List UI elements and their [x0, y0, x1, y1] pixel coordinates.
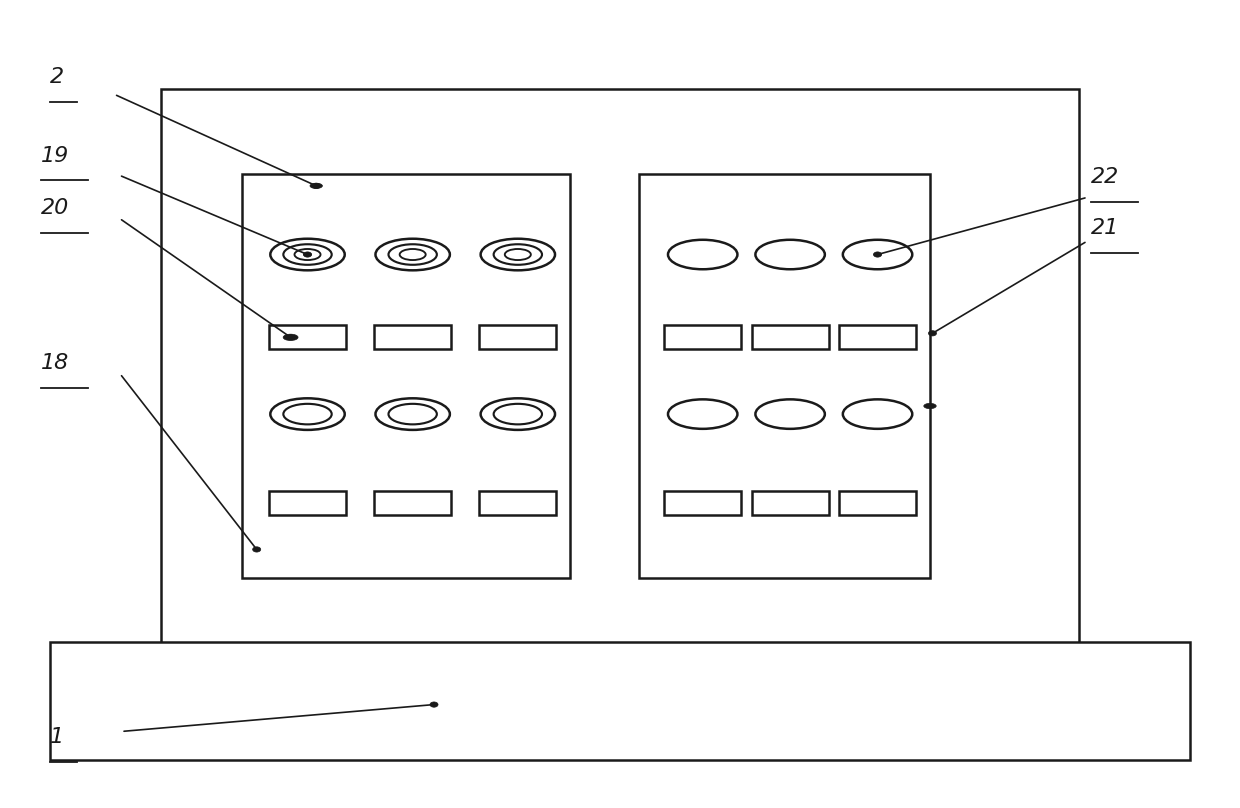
Ellipse shape	[270, 398, 345, 430]
Circle shape	[304, 252, 311, 257]
Ellipse shape	[295, 249, 320, 260]
Text: 21: 21	[1091, 218, 1120, 238]
Ellipse shape	[481, 238, 556, 271]
Ellipse shape	[843, 240, 913, 269]
Ellipse shape	[304, 253, 311, 256]
Ellipse shape	[376, 398, 450, 430]
Ellipse shape	[399, 249, 425, 260]
Bar	[839, 491, 916, 516]
Ellipse shape	[843, 399, 913, 429]
Circle shape	[873, 252, 882, 257]
Ellipse shape	[283, 404, 332, 424]
Ellipse shape	[505, 249, 531, 260]
Ellipse shape	[388, 404, 436, 424]
Ellipse shape	[283, 335, 298, 340]
Bar	[242, 174, 570, 578]
Text: 20: 20	[41, 198, 69, 218]
Bar	[639, 174, 930, 578]
Ellipse shape	[668, 399, 738, 429]
Ellipse shape	[755, 399, 825, 429]
Ellipse shape	[376, 238, 450, 271]
Circle shape	[430, 702, 438, 707]
Bar	[480, 325, 557, 349]
Ellipse shape	[270, 238, 345, 271]
Bar	[751, 491, 828, 516]
Bar	[50, 642, 1190, 760]
Ellipse shape	[283, 244, 332, 265]
Ellipse shape	[481, 398, 556, 430]
Bar	[480, 491, 557, 516]
Ellipse shape	[388, 244, 436, 265]
Text: 19: 19	[41, 145, 69, 166]
Text: 22: 22	[1091, 167, 1120, 187]
Ellipse shape	[755, 240, 825, 269]
Bar	[751, 325, 828, 349]
Ellipse shape	[494, 404, 542, 424]
Ellipse shape	[668, 240, 738, 269]
Circle shape	[253, 547, 260, 552]
Bar	[374, 325, 451, 349]
Ellipse shape	[924, 403, 936, 409]
Bar	[665, 325, 742, 349]
Text: 1: 1	[50, 727, 63, 747]
Ellipse shape	[310, 183, 322, 188]
Bar	[269, 325, 346, 349]
Bar	[665, 491, 742, 516]
Bar	[839, 325, 916, 349]
Circle shape	[286, 335, 295, 340]
Bar	[269, 491, 346, 516]
Bar	[161, 89, 1079, 671]
Ellipse shape	[494, 244, 542, 265]
Text: 2: 2	[50, 67, 63, 87]
Ellipse shape	[874, 253, 880, 256]
Bar	[374, 491, 451, 516]
Circle shape	[312, 183, 320, 188]
Circle shape	[929, 330, 936, 336]
Text: 18: 18	[41, 353, 69, 373]
